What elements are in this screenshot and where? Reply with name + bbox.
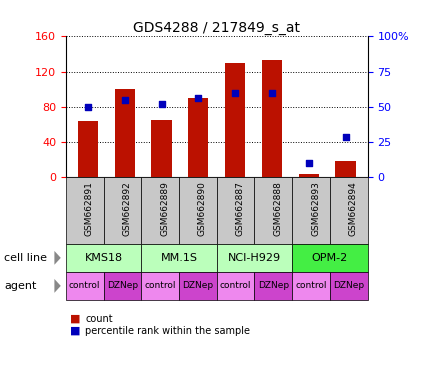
Text: DZNep: DZNep xyxy=(258,281,289,290)
Bar xyxy=(292,272,330,300)
Bar xyxy=(299,174,319,177)
Point xyxy=(122,96,128,103)
Bar xyxy=(335,161,356,177)
Bar xyxy=(217,272,255,300)
Text: GSM662893: GSM662893 xyxy=(311,181,320,236)
Bar xyxy=(66,177,104,244)
Text: KMS18: KMS18 xyxy=(85,253,123,263)
Bar xyxy=(217,244,292,272)
Text: control: control xyxy=(69,281,100,290)
Bar xyxy=(141,244,217,272)
Bar xyxy=(330,177,368,244)
Point xyxy=(342,134,349,141)
Bar xyxy=(151,120,172,177)
Bar xyxy=(78,121,98,177)
Text: GSM662887: GSM662887 xyxy=(235,181,245,236)
Bar xyxy=(188,98,209,177)
Text: OPM-2: OPM-2 xyxy=(312,253,348,263)
Bar xyxy=(104,177,141,244)
Text: GSM662888: GSM662888 xyxy=(273,181,282,236)
Bar xyxy=(255,272,292,300)
Text: agent: agent xyxy=(4,281,37,291)
Bar xyxy=(115,89,135,177)
Bar xyxy=(179,272,217,300)
Bar xyxy=(292,177,330,244)
Bar xyxy=(141,177,179,244)
Text: count: count xyxy=(85,314,113,324)
Text: percentile rank within the sample: percentile rank within the sample xyxy=(85,326,250,336)
Text: DZNep: DZNep xyxy=(182,281,213,290)
Point xyxy=(195,95,202,101)
Bar xyxy=(262,60,282,177)
Text: cell line: cell line xyxy=(4,253,47,263)
Bar xyxy=(66,244,141,272)
Bar xyxy=(104,272,141,300)
Point xyxy=(305,160,312,166)
Bar xyxy=(330,272,368,300)
Bar xyxy=(225,63,245,177)
Text: ■: ■ xyxy=(70,314,81,324)
Text: control: control xyxy=(144,281,176,290)
Bar xyxy=(66,272,104,300)
Bar xyxy=(255,177,292,244)
Bar xyxy=(141,272,179,300)
Text: MM.1S: MM.1S xyxy=(161,253,198,263)
Text: GSM662889: GSM662889 xyxy=(160,181,169,236)
Text: control: control xyxy=(295,281,327,290)
Text: GSM662891: GSM662891 xyxy=(85,181,94,236)
Text: ■: ■ xyxy=(70,326,81,336)
Text: GSM662892: GSM662892 xyxy=(122,181,131,236)
Bar xyxy=(179,177,217,244)
Text: control: control xyxy=(220,281,251,290)
Point xyxy=(158,101,165,107)
Bar xyxy=(217,177,255,244)
Text: GSM662890: GSM662890 xyxy=(198,181,207,236)
Title: GDS4288 / 217849_s_at: GDS4288 / 217849_s_at xyxy=(133,22,300,35)
Bar xyxy=(292,244,368,272)
Text: NCI-H929: NCI-H929 xyxy=(228,253,281,263)
Point xyxy=(232,89,238,96)
Text: DZNep: DZNep xyxy=(107,281,138,290)
Point xyxy=(85,104,91,110)
Point xyxy=(269,89,275,96)
Text: GSM662894: GSM662894 xyxy=(349,181,358,236)
Text: DZNep: DZNep xyxy=(333,281,364,290)
